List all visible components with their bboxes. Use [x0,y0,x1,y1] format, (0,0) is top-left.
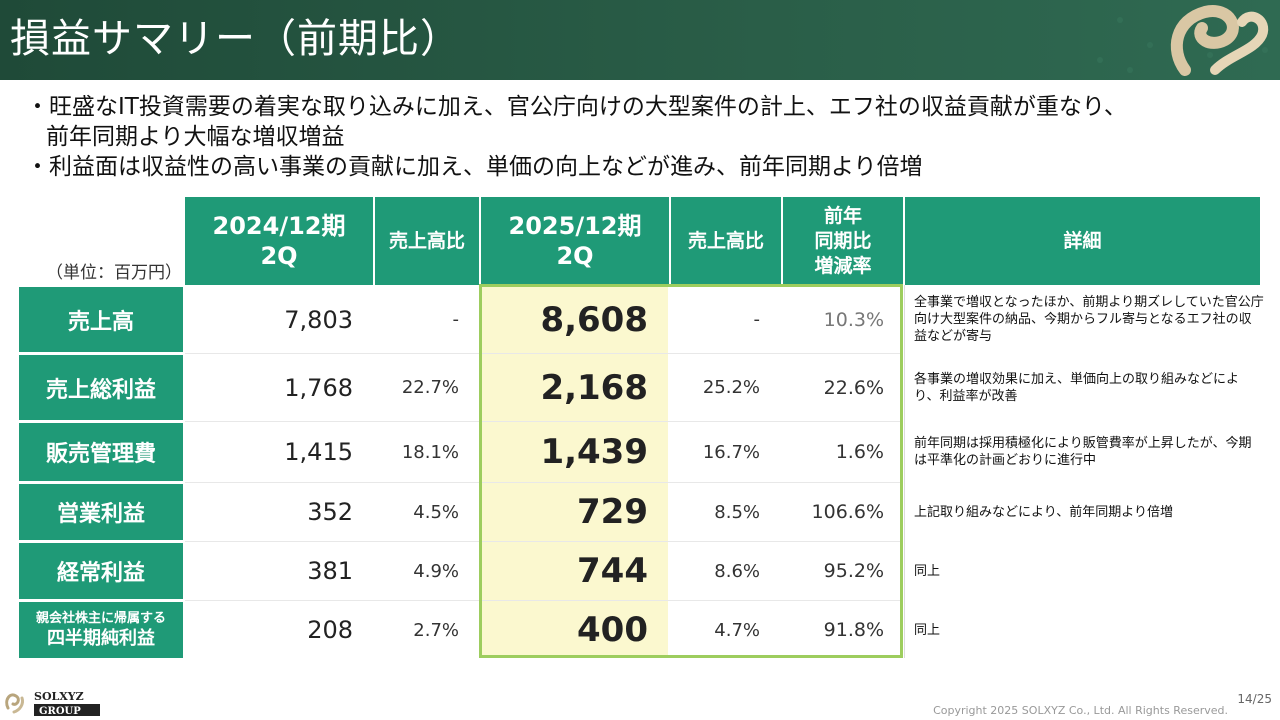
col-header-cur-period: 2025/12期 2Q [481,197,669,285]
bullet-2: ・利益面は収益性の高い事業の貢献に加え、単価の向上などが進み、前年同期より倍増 [26,154,923,180]
row-divider [185,353,903,354]
row-divider [185,421,903,422]
decorative-logo-art [1097,5,1269,76]
value-ratio-prev: 4.5% [413,501,459,523]
value-yoy: 22.6% [823,376,884,399]
value-yoy: 106.6% [811,501,884,523]
detail-text: 前年同期は採用積極化により販管費率が上昇したが、今期は平準化の計画どおりに進行中 [914,436,1252,468]
col-header-ratio-prev: 売上高比 [375,197,479,285]
value-ratio-cur: 8.6% [714,560,760,582]
row-label-net-income: 親会社株主に帰属する 四半期純利益 [19,602,183,658]
solxyz-logo: SOLXYZ GROUP [5,690,100,717]
value-prev: 1,415 [284,438,353,466]
value-yoy: 91.8% [823,619,884,641]
value-prev: 381 [307,557,353,585]
row-label-sales: 売上高 [19,287,183,352]
value-ratio-prev: 4.9% [413,560,459,582]
row-label-operating-profit: 営業利益 [19,484,183,540]
col-header-prev-period: 2024/12期 2Q [185,197,373,285]
current-period-highlight-border [479,284,903,658]
copyright: Copyright 2025 SOLXYZ Co., Ltd. All Righ… [933,704,1228,717]
value-ratio-cur: 25.2% [702,377,760,398]
detail-text: 全事業で増収となったほか、前期より期ズレしていた官公庁向け大型案件の納品、今期か… [914,295,1264,344]
value-ratio-prev: 2.7% [413,619,459,641]
value-cur: 1,439 [540,432,648,472]
value-cur: 8,608 [540,299,648,340]
value-ratio-cur: 4.7% [714,619,760,641]
value-ratio-prev: 18.1% [401,441,459,463]
row-label-ordinary-profit: 経常利益 [19,543,183,599]
col-header-yoy: 前年 同期比 増減率 [783,197,903,285]
value-prev: 7,803 [284,305,353,334]
value-prev: 208 [307,616,353,644]
value-ratio-prev: 22.7% [401,377,459,398]
row-divider [185,482,903,483]
summary-bullets: ・旺盛なIT投資需要の着実な取り込みに加え、官公庁向けの大型案件の計上、エフ社の… [26,92,1127,182]
detail-text: 同上 [914,622,941,638]
unit-label: （単位：百万円） [46,263,182,283]
value-cur: 400 [577,610,648,650]
detail-text: 同上 [914,563,941,579]
row-label-gross-profit: 売上総利益 [19,355,183,420]
svg-text:GROUP: GROUP [39,706,81,717]
value-yoy: 10.3% [823,308,884,331]
row-divider [185,541,903,542]
value-prev: 352 [307,498,353,526]
bullet-1-continued: 前年同期より大幅な増収増益 [46,124,345,150]
title-bar: 損益サマリー（前期比） [0,0,1280,80]
value-cur: 2,168 [540,367,648,408]
page-number: 14/25 [1237,692,1272,706]
column-divider [904,285,905,658]
svg-text:SOLXYZ: SOLXYZ [34,690,84,703]
detail-text: 上記取り組みなどにより、前年同期より倍増 [914,504,1173,520]
col-header-ratio-cur: 売上高比 [671,197,781,285]
value-yoy: 1.6% [835,441,884,463]
value-yoy: 95.2% [823,560,884,582]
value-cur: 744 [577,551,648,591]
value-ratio-prev: - [452,309,460,330]
bullet-1: ・旺盛なIT投資需要の着実な取り込みに加え、官公庁向けの大型案件の計上、エフ社の… [26,94,1127,120]
col-header-detail: 詳細 [905,197,1260,285]
value-prev: 1,768 [284,373,353,402]
value-cur: 729 [577,492,648,532]
value-ratio-cur: 8.5% [714,501,760,523]
value-ratio-cur: 16.7% [702,441,760,463]
value-ratio-cur: - [753,309,761,330]
current-period-highlight [480,285,668,658]
detail-text: 各事業の増収効果に加え、単価向上の取り組みなどにより、利益率が改善 [914,371,1240,404]
row-label-sga: 販売管理費 [19,423,183,481]
page-title: 損益サマリー（前期比） [10,16,461,62]
row-divider [185,600,903,601]
